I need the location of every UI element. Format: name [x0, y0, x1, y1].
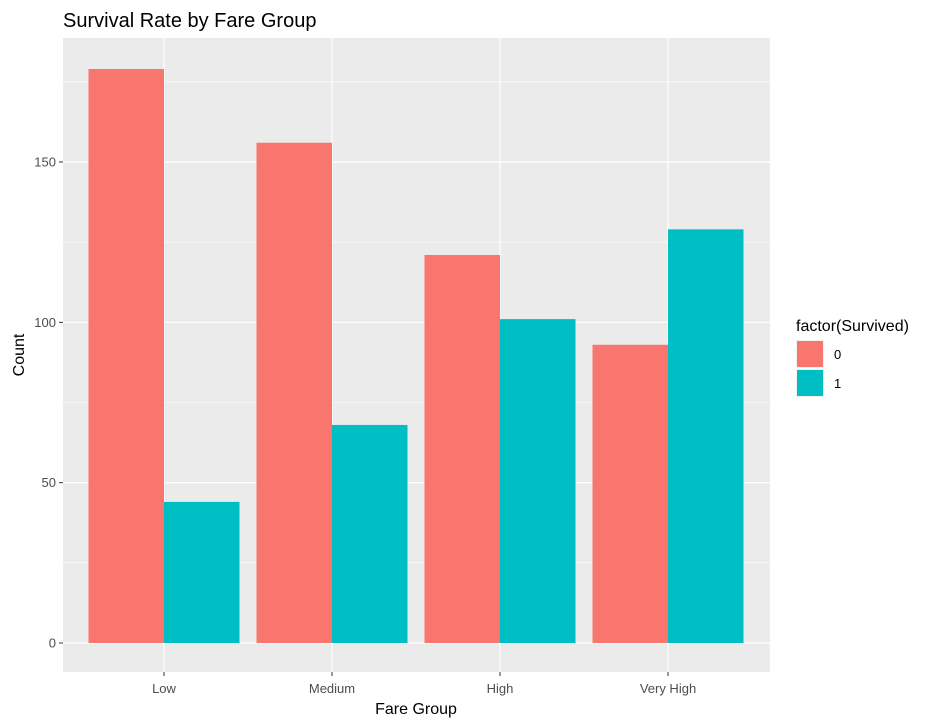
bars [88, 69, 744, 644]
bar-high-survived-1 [500, 319, 576, 643]
bar-medium-survived-1 [332, 424, 408, 643]
legend-swatch-0 [797, 341, 823, 367]
y-tick-label: 150 [34, 155, 56, 170]
legend: factor(Survived) 0 1 [796, 318, 909, 397]
x-tick-label: Medium [309, 681, 355, 696]
legend-title: factor(Survived) [796, 318, 909, 335]
y-tick-label: 0 [49, 636, 56, 651]
x-tick-label: Low [152, 681, 176, 696]
bar-low-survived-1 [164, 501, 240, 643]
bar-very-high-survived-1 [668, 229, 744, 643]
y-tick-label: 50 [42, 475, 56, 490]
chart-title: Survival Rate by Fare Group [63, 10, 316, 32]
bar-medium-survived-0 [256, 142, 332, 643]
legend-label-1: 1 [834, 376, 841, 391]
x-axis: Low Medium High Very High [152, 672, 696, 696]
x-axis-title: Fare Group [375, 701, 457, 718]
bar-high-survived-0 [424, 254, 500, 643]
y-axis-title: Count [11, 333, 28, 376]
bar-very-high-survived-0 [592, 344, 668, 643]
legend-label-0: 0 [834, 347, 841, 362]
legend-swatch-1 [797, 370, 823, 396]
bar-low-survived-0 [88, 69, 164, 644]
y-axis: 0 50 100 150 [34, 155, 63, 651]
x-tick-label: High [487, 681, 514, 696]
x-tick-label: Very High [640, 681, 696, 696]
y-tick-label: 100 [34, 315, 56, 330]
